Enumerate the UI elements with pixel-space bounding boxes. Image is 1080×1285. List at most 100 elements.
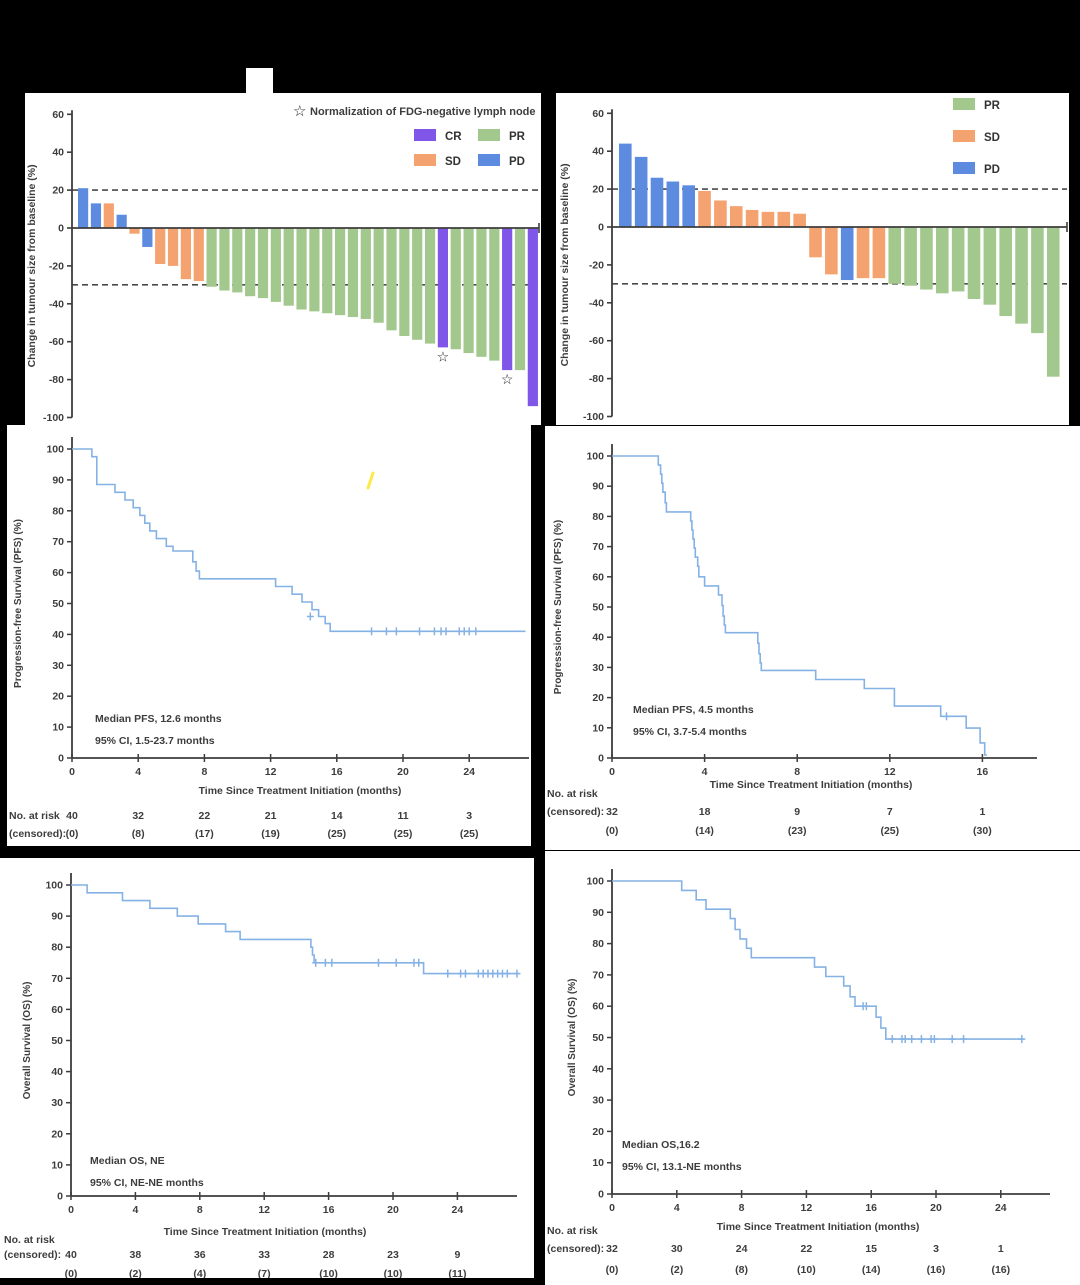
y-tick-label: -40: [49, 298, 64, 310]
y-tick-label: 70: [592, 969, 604, 981]
y-tick-label: 0: [58, 223, 64, 235]
x-tick-label: 24: [463, 766, 475, 778]
bar-pr: [257, 228, 269, 299]
bar-pr: [999, 227, 1012, 317]
y-tick-label: 20: [592, 1126, 604, 1138]
y-tick-label: 50: [592, 602, 604, 614]
x-tick-label: 4: [132, 1204, 138, 1216]
y-tick-label: 40: [592, 146, 604, 158]
bar-pd: [682, 185, 695, 227]
bar-pd: [142, 228, 153, 247]
x-tick-label: 8: [197, 1204, 203, 1216]
risk-count: 32: [132, 810, 144, 822]
risk-row-label: No. at risk: [547, 788, 598, 800]
bar-pd: [634, 156, 648, 227]
legend-swatch-pr: [478, 129, 500, 141]
y-axis-title: Change in tumour size from baseline (%): [26, 164, 38, 367]
bar-pr: [463, 228, 474, 354]
censored-count: (25): [460, 828, 479, 840]
risk-count: 14: [331, 810, 343, 822]
bar-pr: [283, 228, 294, 306]
y-axis: 60 40 20 0 -20 -40 -60 -80 -100: [583, 108, 613, 423]
risk-count: 40: [66, 810, 78, 822]
censor-marks: [306, 612, 480, 636]
legend: PR SD PD: [953, 98, 1001, 176]
x-tick-label: 0: [68, 1204, 74, 1216]
y-tick-label: 20: [52, 185, 64, 197]
bar-pr: [360, 228, 371, 319]
bar-cr: [502, 228, 513, 371]
median-annotation: Median PFS, 4.5 months: [633, 704, 754, 716]
x-axis: 0 4 8 12 16: [609, 754, 1037, 778]
x-axis: [72, 223, 540, 233]
x-tick-label: 4: [135, 766, 141, 778]
censored-count: (16): [927, 1264, 946, 1276]
risk-count: 30: [671, 1243, 683, 1255]
risk-row-label: (censored):: [547, 806, 604, 818]
bar-pr: [399, 228, 410, 337]
censored-count: (25): [327, 828, 346, 840]
bar-pd: [619, 143, 632, 227]
star-annotation-icon: ☆: [437, 348, 450, 364]
censored-count: (19): [261, 828, 280, 840]
km-curve: [612, 455, 987, 756]
risk-count: 1: [979, 806, 985, 818]
x-tick-label: 8: [201, 766, 207, 778]
y-tick-label: 30: [592, 662, 604, 674]
x-tick-label: 12: [258, 1204, 270, 1216]
censored-count: (2): [129, 1268, 142, 1278]
risk-row-label: (censored):: [4, 1249, 61, 1261]
y-tick-label: 60: [592, 571, 604, 583]
risk-count: 11: [397, 810, 408, 822]
risk-count: 9: [454, 1249, 460, 1261]
y-tick-label: -100: [43, 412, 64, 424]
legend-label: CR: [445, 131, 462, 143]
censored-count: (10): [797, 1264, 816, 1276]
censored-count: (16): [991, 1264, 1010, 1276]
waterfall-left-chart: ☆ ☆ 60 40 20 0 -20 -40 -60 -80 -100 Change in tumou…: [26, 103, 540, 424]
risk-row-label: No. at risk: [9, 810, 60, 822]
risk-count: 18: [699, 806, 711, 818]
panel-pfs-right: 100 90 80 70 60 50 40 30 20 10 0 0 4 8 12 16 Progresssio…: [545, 426, 1080, 850]
x-tick-label: 0: [609, 766, 615, 778]
y-tick-label: -60: [49, 336, 64, 348]
y-tick-label: 100: [586, 876, 604, 888]
y-axis-title: Progression-free Survival (PFS) (%): [13, 519, 24, 688]
bars: [619, 143, 1060, 377]
waterfall-right-chart: 60 40 20 0 -20 -40 -60 -80 -100 Change in tumour …: [559, 98, 1068, 423]
bar-sd: [761, 211, 775, 227]
bar-sd: [103, 203, 114, 228]
y-tick-label: -20: [589, 259, 604, 271]
y-tick-label: 50: [51, 1035, 63, 1047]
x-tick-label: 4: [702, 766, 708, 778]
median-annotation: Median PFS, 12.6 months: [95, 713, 222, 725]
star-note-icon: ☆: [293, 103, 306, 120]
censored-count: (11): [448, 1268, 466, 1278]
censored-count: (2): [670, 1264, 683, 1276]
y-tick-label: 30: [592, 1095, 604, 1107]
y-tick-label: 40: [592, 632, 604, 644]
risk-count: 38: [130, 1249, 142, 1261]
ci-annotation: 95% CI, 1.5-23.7 months: [95, 735, 215, 747]
y-tick-label: -40: [589, 297, 604, 309]
x-tick-label: 12: [884, 766, 896, 778]
y-tick-label: 90: [592, 907, 604, 919]
y-tick-label: 10: [592, 1157, 604, 1169]
y-tick-label: 80: [51, 942, 63, 954]
star-annotation-icon: ☆: [501, 371, 514, 387]
bar-pr: [335, 228, 346, 316]
bar-cr: [437, 228, 448, 348]
star-note-text: Normalization of FDG-negative lymph node: [310, 106, 536, 118]
bar-pr: [450, 228, 461, 350]
bars: [78, 188, 538, 407]
risk-count: 28: [323, 1249, 335, 1261]
x-axis: [612, 222, 1068, 232]
x-axis-title: Time Since Treatment Initiation (months): [164, 1226, 367, 1238]
bar-pr: [412, 228, 423, 340]
risk-row-label: (censored):: [547, 1243, 604, 1255]
